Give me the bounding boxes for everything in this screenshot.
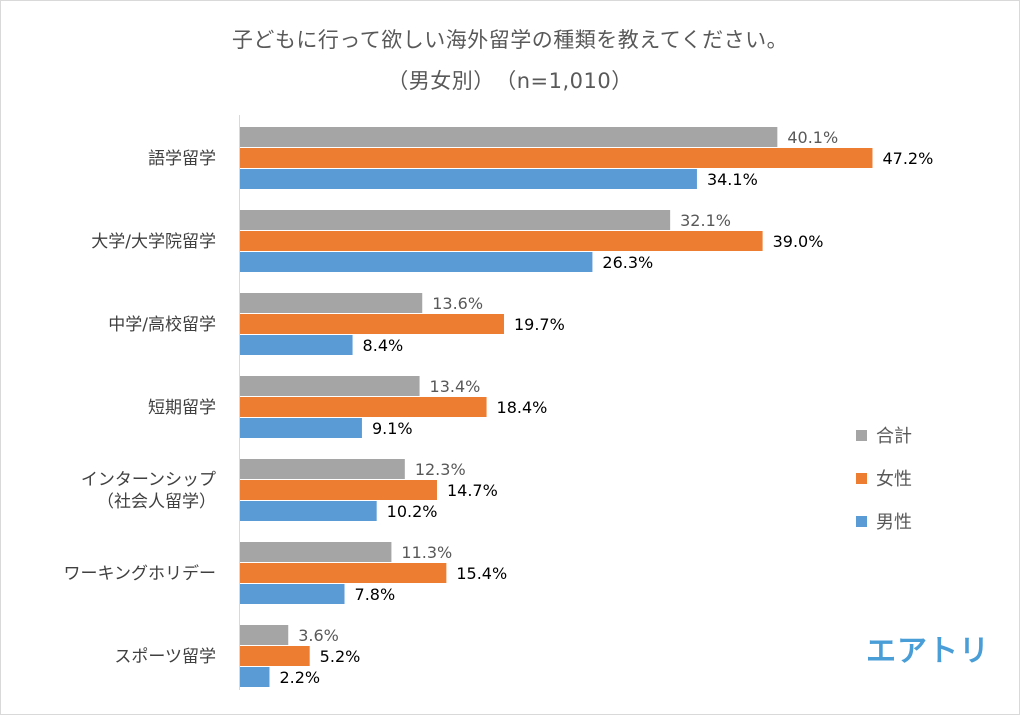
data-label: 13.6% [432,294,483,313]
data-label: 18.4% [497,398,548,417]
data-label: 13.4% [430,377,481,396]
chart-title: 子どもに行って欲しい海外留学の種類を教えてください。 [231,28,789,52]
category-label: 語学留学 [148,149,216,169]
legend-swatch [856,516,867,527]
data-label: 34.1% [707,170,758,189]
bar [240,293,423,313]
legend-swatch [856,473,867,484]
airtrip-logo: エアトリ [866,634,990,669]
data-label: 14.7% [447,481,498,500]
legend-label: 合計 [876,426,912,447]
category-label: （社会人留学） [97,492,216,512]
data-label: 10.2% [387,502,438,521]
data-label: 7.8% [355,585,396,604]
bar [240,397,487,417]
bar [240,231,763,251]
bar [240,584,345,604]
bar [240,376,420,396]
legend-swatch [856,430,867,441]
category-label: ワーキングホリデー [64,563,217,584]
bar [240,480,437,500]
bar [240,459,405,479]
data-label: 26.3% [602,253,653,272]
data-label: 19.7% [514,315,565,334]
bar [240,501,377,521]
bars-group: 語学留学 40.1% 47.2% 34.1% 大学/大学院留学 32.1% 39.0% 26.… [64,127,933,687]
bar [240,563,447,583]
bar [240,148,873,168]
bar [240,169,697,189]
data-label: 8.4% [363,336,404,355]
category-label: 短期留学 [148,398,216,418]
data-label: 40.1% [787,128,838,147]
category-label: インターンシップ [81,470,216,490]
bar [240,210,671,230]
bar [240,314,504,334]
category-label: 大学/大学院留学 [91,232,216,252]
category-label: スポーツ留学 [114,647,216,667]
bar [240,667,270,687]
bar [240,252,593,272]
data-label: 39.0% [773,232,824,251]
data-label: 15.4% [456,564,507,583]
data-label: 2.2% [279,668,320,687]
bar [240,127,778,147]
data-label: 5.2% [320,647,361,666]
bar [240,335,353,355]
data-label: 11.3% [401,543,452,562]
data-label: 32.1% [680,211,731,230]
bar [240,625,289,645]
bar [240,418,362,438]
chart-subtitle: （男女別） （n=1,010） [387,69,633,93]
category-label: 中学/高校留学 [108,315,216,335]
legend-label: 女性 [876,469,912,490]
data-label: 3.6% [298,626,339,645]
data-label: 12.3% [415,460,466,479]
data-label: 47.2% [882,149,933,168]
data-label: 9.1% [372,419,413,438]
legend-label: 男性 [876,512,912,533]
bar [240,646,310,666]
bar [240,542,392,562]
